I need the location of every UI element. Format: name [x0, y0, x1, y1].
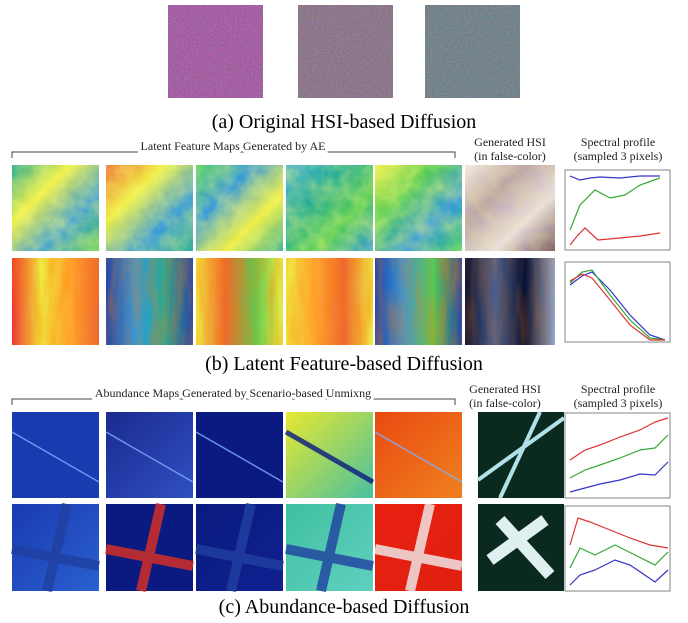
image [298, 5, 393, 98]
image-layer [286, 165, 373, 251]
image-layer [286, 258, 373, 345]
image [375, 258, 462, 345]
image-layer [375, 165, 462, 251]
image [106, 412, 193, 498]
hsi-label: (in false-color) [469, 396, 541, 410]
image-layer [196, 412, 283, 498]
image-layer [196, 258, 283, 345]
group-label: Latent Feature Maps Generated by AE [141, 139, 326, 153]
profile-label: Spectral profile [581, 135, 655, 149]
image [286, 258, 373, 345]
image [168, 5, 263, 98]
image [12, 258, 99, 345]
image-layer [106, 412, 193, 498]
caption: (a) Original HSI-based Diffusion [212, 111, 477, 133]
image-layer [12, 412, 99, 498]
image-layer [465, 165, 555, 251]
image [375, 412, 462, 498]
image [106, 165, 193, 251]
image-layer [425, 5, 520, 98]
caption: (b) Latent Feature-based Diffusion [205, 353, 483, 375]
image-layer [375, 412, 462, 498]
image [286, 165, 373, 251]
image [12, 165, 99, 251]
image [106, 258, 193, 345]
profile-label: Spectral profile [581, 382, 655, 396]
image-layer [298, 5, 393, 98]
figure: (a) Original HSI-based Diffusion Latent … [0, 0, 688, 623]
image [196, 258, 283, 345]
image [425, 5, 520, 98]
profile-label: (sampled 3 pixels) [574, 396, 663, 410]
profile-plot [565, 170, 670, 591]
caption: (c) Abundance-based Diffusion [219, 596, 470, 618]
image-layer [375, 258, 462, 345]
image [375, 165, 462, 251]
image-layer [12, 165, 99, 251]
image-layer [106, 165, 193, 251]
hsi-label: Generated HSI [469, 382, 541, 396]
image-layer [196, 165, 283, 251]
image [196, 165, 283, 251]
image-layer [106, 258, 193, 345]
image-layer [168, 5, 263, 98]
profile-label: (sampled 3 pixels) [574, 149, 663, 163]
group-label: Abundance Maps Generated by Scenario-bas… [95, 386, 371, 400]
image [465, 258, 555, 345]
image-layer [12, 258, 99, 345]
hsi-label: (in false-color) [474, 149, 546, 163]
image [196, 412, 283, 498]
image [12, 412, 99, 498]
hsi-label: Generated HSI [474, 135, 546, 149]
image-layer [465, 258, 555, 345]
image [465, 165, 555, 251]
